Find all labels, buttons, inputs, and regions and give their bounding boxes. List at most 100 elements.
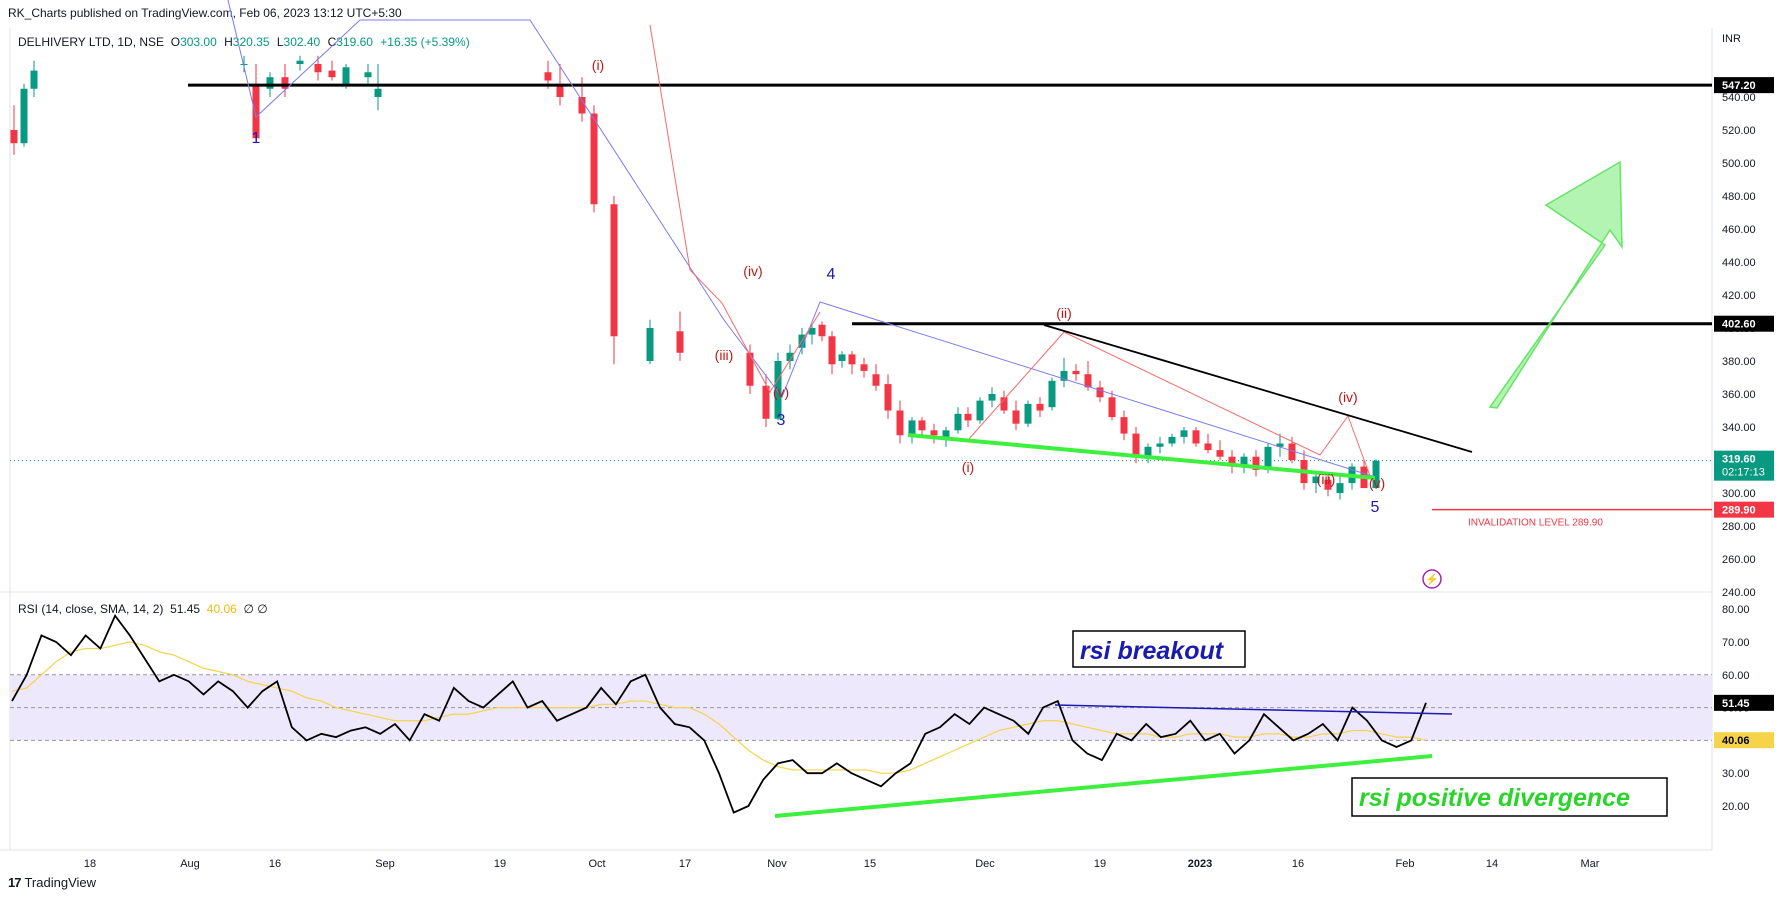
tradingview-footer[interactable]: 17 TradingView bbox=[8, 875, 96, 890]
candle-body bbox=[1228, 456, 1236, 467]
candle-body bbox=[1288, 443, 1296, 460]
level-tag bbox=[1714, 77, 1774, 94]
candle-body bbox=[848, 354, 856, 365]
price-tick-label: 480.00 bbox=[1722, 191, 1756, 203]
candle-body bbox=[1252, 456, 1260, 470]
candle-body bbox=[1084, 374, 1092, 388]
open-label: O bbox=[170, 35, 181, 49]
candle-body bbox=[1312, 476, 1320, 484]
rsi-sma-line bbox=[11, 641, 1427, 774]
candle-body bbox=[884, 384, 892, 411]
candle-body bbox=[1264, 446, 1272, 470]
price-tick-label: 380.00 bbox=[1722, 356, 1756, 368]
candle-body bbox=[1072, 370, 1080, 375]
candle-body bbox=[1336, 483, 1344, 493]
time-tick-label: 19 bbox=[1094, 858, 1106, 870]
candle-body bbox=[590, 113, 598, 205]
candle-body bbox=[364, 72, 372, 78]
time-tick-label: Nov bbox=[767, 858, 787, 870]
price-tick-label: 300.00 bbox=[1722, 488, 1756, 500]
symbol-legend: DELHIVERY LTD, 1D, NSE O303.00 H320.35 L… bbox=[18, 35, 474, 49]
candle-body bbox=[1120, 417, 1128, 434]
time-tick-label: 16 bbox=[1292, 858, 1304, 870]
price-tick-label: 280.00 bbox=[1722, 521, 1756, 533]
rsi-divergence-trendline bbox=[774, 754, 1433, 818]
rsi-sma-tag bbox=[1714, 732, 1774, 749]
last-price-value: 319.60 bbox=[1722, 454, 1756, 466]
candle-body bbox=[1144, 446, 1152, 457]
high-value: 320.35 bbox=[232, 35, 270, 49]
time-tick-label: 2023 bbox=[1188, 858, 1212, 870]
candle-body bbox=[1192, 430, 1200, 444]
open-value: 303.00 bbox=[180, 35, 217, 49]
tradingview-logo-icon: 17 bbox=[8, 875, 22, 890]
candle-body bbox=[838, 354, 846, 361]
time-tick-label: 16 bbox=[269, 858, 281, 870]
price-tick-label: 520.00 bbox=[1722, 125, 1756, 137]
price-tick-label: 240.00 bbox=[1722, 587, 1756, 599]
candle-body bbox=[296, 60, 304, 64]
time-tick-label: 19 bbox=[494, 858, 506, 870]
candle-body bbox=[976, 400, 984, 421]
candle-body bbox=[556, 83, 564, 97]
rsi-value-tag-label: 51.45 bbox=[1722, 698, 1750, 710]
candle-body bbox=[786, 352, 794, 361]
level-tag bbox=[1714, 315, 1774, 332]
time-tick-label: Sep bbox=[375, 858, 395, 870]
lightning-icon bbox=[1422, 569, 1442, 589]
candle-body bbox=[1012, 410, 1020, 424]
candle-body bbox=[872, 374, 880, 386]
invalidation-text: INVALIDATION LEVEL 289.90 bbox=[1468, 518, 1603, 529]
candle-body bbox=[1096, 387, 1104, 398]
rsi-tick-label: 80.00 bbox=[1722, 604, 1750, 616]
wave-line-blue bbox=[227, 0, 1373, 477]
level-tag-label: 402.60 bbox=[1722, 319, 1756, 331]
candle-body bbox=[1000, 397, 1008, 411]
price-tick-label: 360.00 bbox=[1722, 389, 1756, 401]
bullish-arrow-icon bbox=[1488, 160, 1623, 409]
wave-label: 3 bbox=[777, 412, 786, 429]
candle-body bbox=[930, 430, 938, 436]
level-tag-label: 547.20 bbox=[1722, 80, 1756, 92]
symbol-name: DELHIVERY LTD, 1D, NSE bbox=[18, 35, 165, 49]
low-label: L bbox=[276, 35, 284, 49]
candle-body bbox=[252, 83, 260, 139]
candle-body bbox=[281, 77, 289, 89]
wave-label: (i) bbox=[962, 459, 974, 475]
price-tick-label: 460.00 bbox=[1722, 224, 1756, 236]
time-tick-label: Dec bbox=[975, 858, 995, 870]
rsi-breakout-trendline bbox=[1054, 704, 1453, 715]
candle-body bbox=[544, 72, 552, 81]
candle-body bbox=[240, 64, 248, 65]
candle-body bbox=[774, 361, 782, 419]
price-tick-label: 260.00 bbox=[1722, 554, 1756, 566]
candle-body bbox=[896, 410, 904, 436]
candle-body bbox=[676, 331, 684, 353]
rsi-tick-label: 20.00 bbox=[1722, 801, 1750, 813]
candle-body bbox=[1108, 397, 1116, 418]
candle-body bbox=[860, 364, 868, 371]
time-tick-label: Aug bbox=[180, 858, 200, 870]
rsi-divergence-label: rsi positive divergence bbox=[1359, 784, 1630, 812]
candle-body bbox=[918, 420, 926, 431]
candle-body bbox=[1060, 370, 1068, 381]
invalidation-tag-label: 289.90 bbox=[1722, 505, 1756, 517]
wave-label: (v) bbox=[1369, 475, 1385, 491]
rsi-legend: RSI (14, close, SMA, 14, 2) 51.45 40.06 … bbox=[18, 602, 268, 616]
rsi-line bbox=[11, 613, 1427, 814]
candle-body bbox=[374, 88, 382, 97]
candle-body bbox=[1276, 443, 1284, 447]
wave-label: (iv) bbox=[743, 263, 762, 279]
price-tick-label: 420.00 bbox=[1722, 290, 1756, 302]
rsi-sma-value: 40.06 bbox=[206, 602, 237, 616]
tradingview-brand: TradingView bbox=[24, 875, 97, 890]
candle-body bbox=[610, 204, 618, 337]
candle-body bbox=[342, 67, 350, 84]
invalidation-tag bbox=[1714, 501, 1774, 518]
price-tick-label: 440.00 bbox=[1722, 257, 1756, 269]
time-tick-label: Mar bbox=[1581, 858, 1600, 870]
resistance-trendline bbox=[1043, 324, 1473, 453]
wave-label: (iii) bbox=[715, 347, 734, 363]
wave-label: (v) bbox=[773, 384, 789, 400]
